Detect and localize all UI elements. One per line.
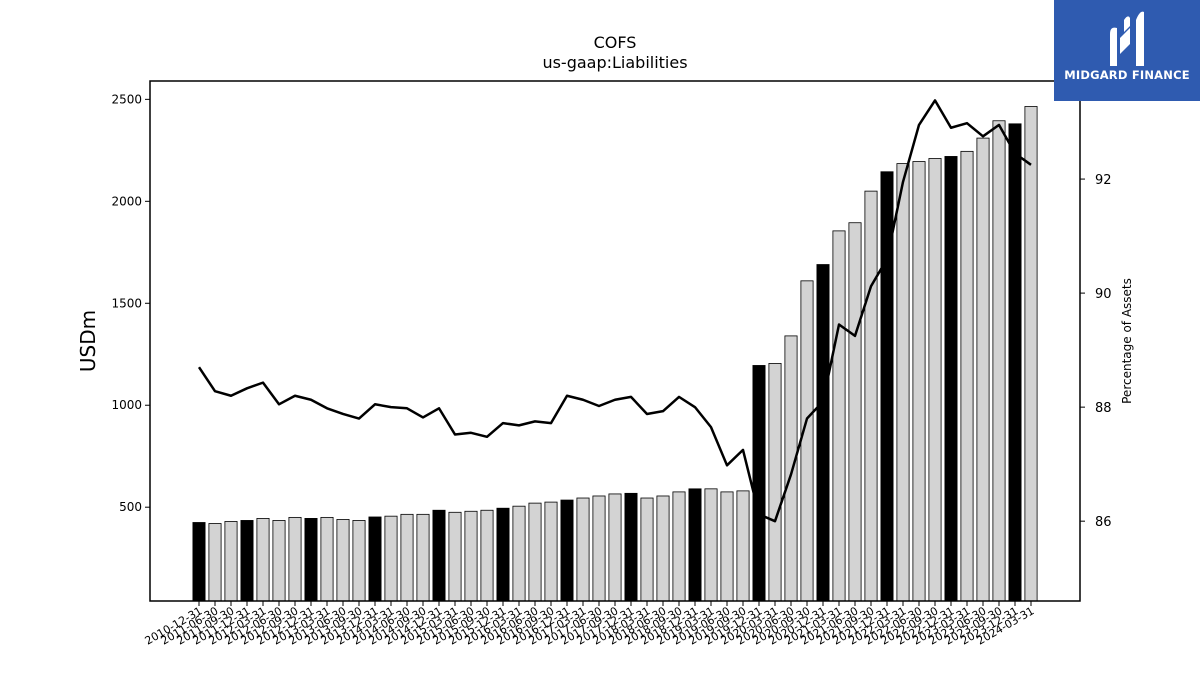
bar-2018-03-31: [656, 495, 670, 602]
bar-2020-12-31: [832, 230, 846, 602]
bar-2022-03-31: [912, 161, 926, 602]
bar-2014-09-30: [432, 509, 446, 602]
bar-series: [192, 106, 1038, 602]
bar-2016-09-30: [560, 499, 574, 602]
bar-2020-09-30: [816, 264, 830, 602]
bar-2020-03-31: [784, 335, 798, 602]
bar-2020-06-30: [800, 280, 814, 602]
bar-2012-09-30: [304, 518, 318, 602]
y2-axis-ticks: 86 88 90 92: [1080, 173, 1112, 530]
bar-2017-06-30: [608, 493, 622, 602]
bar-2018-12-31: [704, 488, 718, 602]
logo-text: MIDGARD FINANCE: [1064, 68, 1190, 82]
bar-2015-03-31: [464, 510, 478, 602]
bar-2011-09-30: [240, 520, 254, 602]
bar-2015-12-31: [512, 505, 526, 602]
bar-2013-03-31: [336, 519, 350, 602]
bar-2017-09-30: [624, 492, 638, 602]
bar-2021-12-31: [896, 163, 910, 602]
bar-2019-03-31: [720, 491, 734, 602]
bar-2022-06-30: [928, 158, 942, 602]
bar-2016-12-31: [576, 497, 590, 602]
y-tick-label: 2000: [111, 194, 142, 208]
midgard-finance-logo: MIDGARD FINANCE: [1054, 0, 1200, 101]
bar-2016-03-31: [528, 502, 542, 602]
y-tick-label: 1500: [111, 296, 142, 310]
bar-2012-12-31: [320, 516, 334, 602]
y-axis-label: USDm: [76, 310, 100, 372]
chart-subtitle: us-gaap:Liabilities: [542, 53, 687, 72]
bar-2017-12-31: [640, 497, 654, 602]
x-axis-ticks: 2010-12-312011-06-302011-09-302011-12-31…: [143, 601, 1037, 648]
bar-2023-09-30: [1008, 123, 1022, 602]
line-series: [197, 99, 1032, 523]
percentage-of-assets-line: [197, 99, 1032, 523]
bar-2022-09-30: [944, 156, 958, 602]
bar-2012-06-30: [288, 516, 302, 602]
bar-2011-12-31: [256, 518, 270, 602]
chart-title: COFS: [594, 33, 637, 52]
bar-2013-09-30: [368, 516, 382, 602]
bar-2014-06-30: [416, 513, 430, 602]
bar-2015-06-30: [480, 509, 494, 602]
bar-2014-03-31: [400, 513, 414, 602]
bar-2011-06-30: [224, 521, 238, 602]
bar-2019-09-30: [752, 365, 766, 602]
bar-2019-06-30: [736, 490, 750, 602]
bar-2017-03-31: [592, 495, 606, 602]
bar-2023-06-30: [992, 120, 1006, 602]
bar-2019-12-31: [768, 363, 782, 602]
bar-2012-03-31: [272, 520, 286, 602]
bar-2023-03-31: [976, 137, 990, 602]
bar-2018-06-30: [672, 491, 686, 602]
bar-2016-06-30: [544, 501, 558, 602]
bar-2023-12-31: [1024, 106, 1038, 602]
y2-tick-label: 88: [1095, 401, 1112, 416]
bar-2013-06-30: [352, 520, 366, 602]
y-axis-ticks: 500 1000 1500 2000 2500: [111, 92, 150, 514]
bar-2018-09-30: [688, 488, 702, 602]
bar-2021-03-31: [848, 222, 862, 602]
bar-2014-12-31: [448, 511, 462, 602]
bar-2013-12-31: [384, 515, 398, 602]
y2-axis-label: Percentage of Assets: [1120, 278, 1134, 404]
midgard-logo-icon: [1110, 11, 1144, 67]
y2-tick-label: 92: [1095, 173, 1112, 188]
y-tick-label: 1000: [111, 398, 142, 412]
bar-2022-12-31: [960, 150, 974, 602]
bar-2021-06-30: [864, 190, 878, 602]
y-tick-label: 2500: [111, 92, 142, 106]
y2-tick-label: 90: [1095, 287, 1112, 302]
bar-2015-09-30: [496, 507, 510, 602]
bar-2011-03-31: [208, 523, 222, 602]
y-tick-label: 500: [119, 500, 142, 514]
y2-tick-label: 86: [1095, 515, 1112, 530]
bar-2010-12-31: [192, 522, 206, 602]
